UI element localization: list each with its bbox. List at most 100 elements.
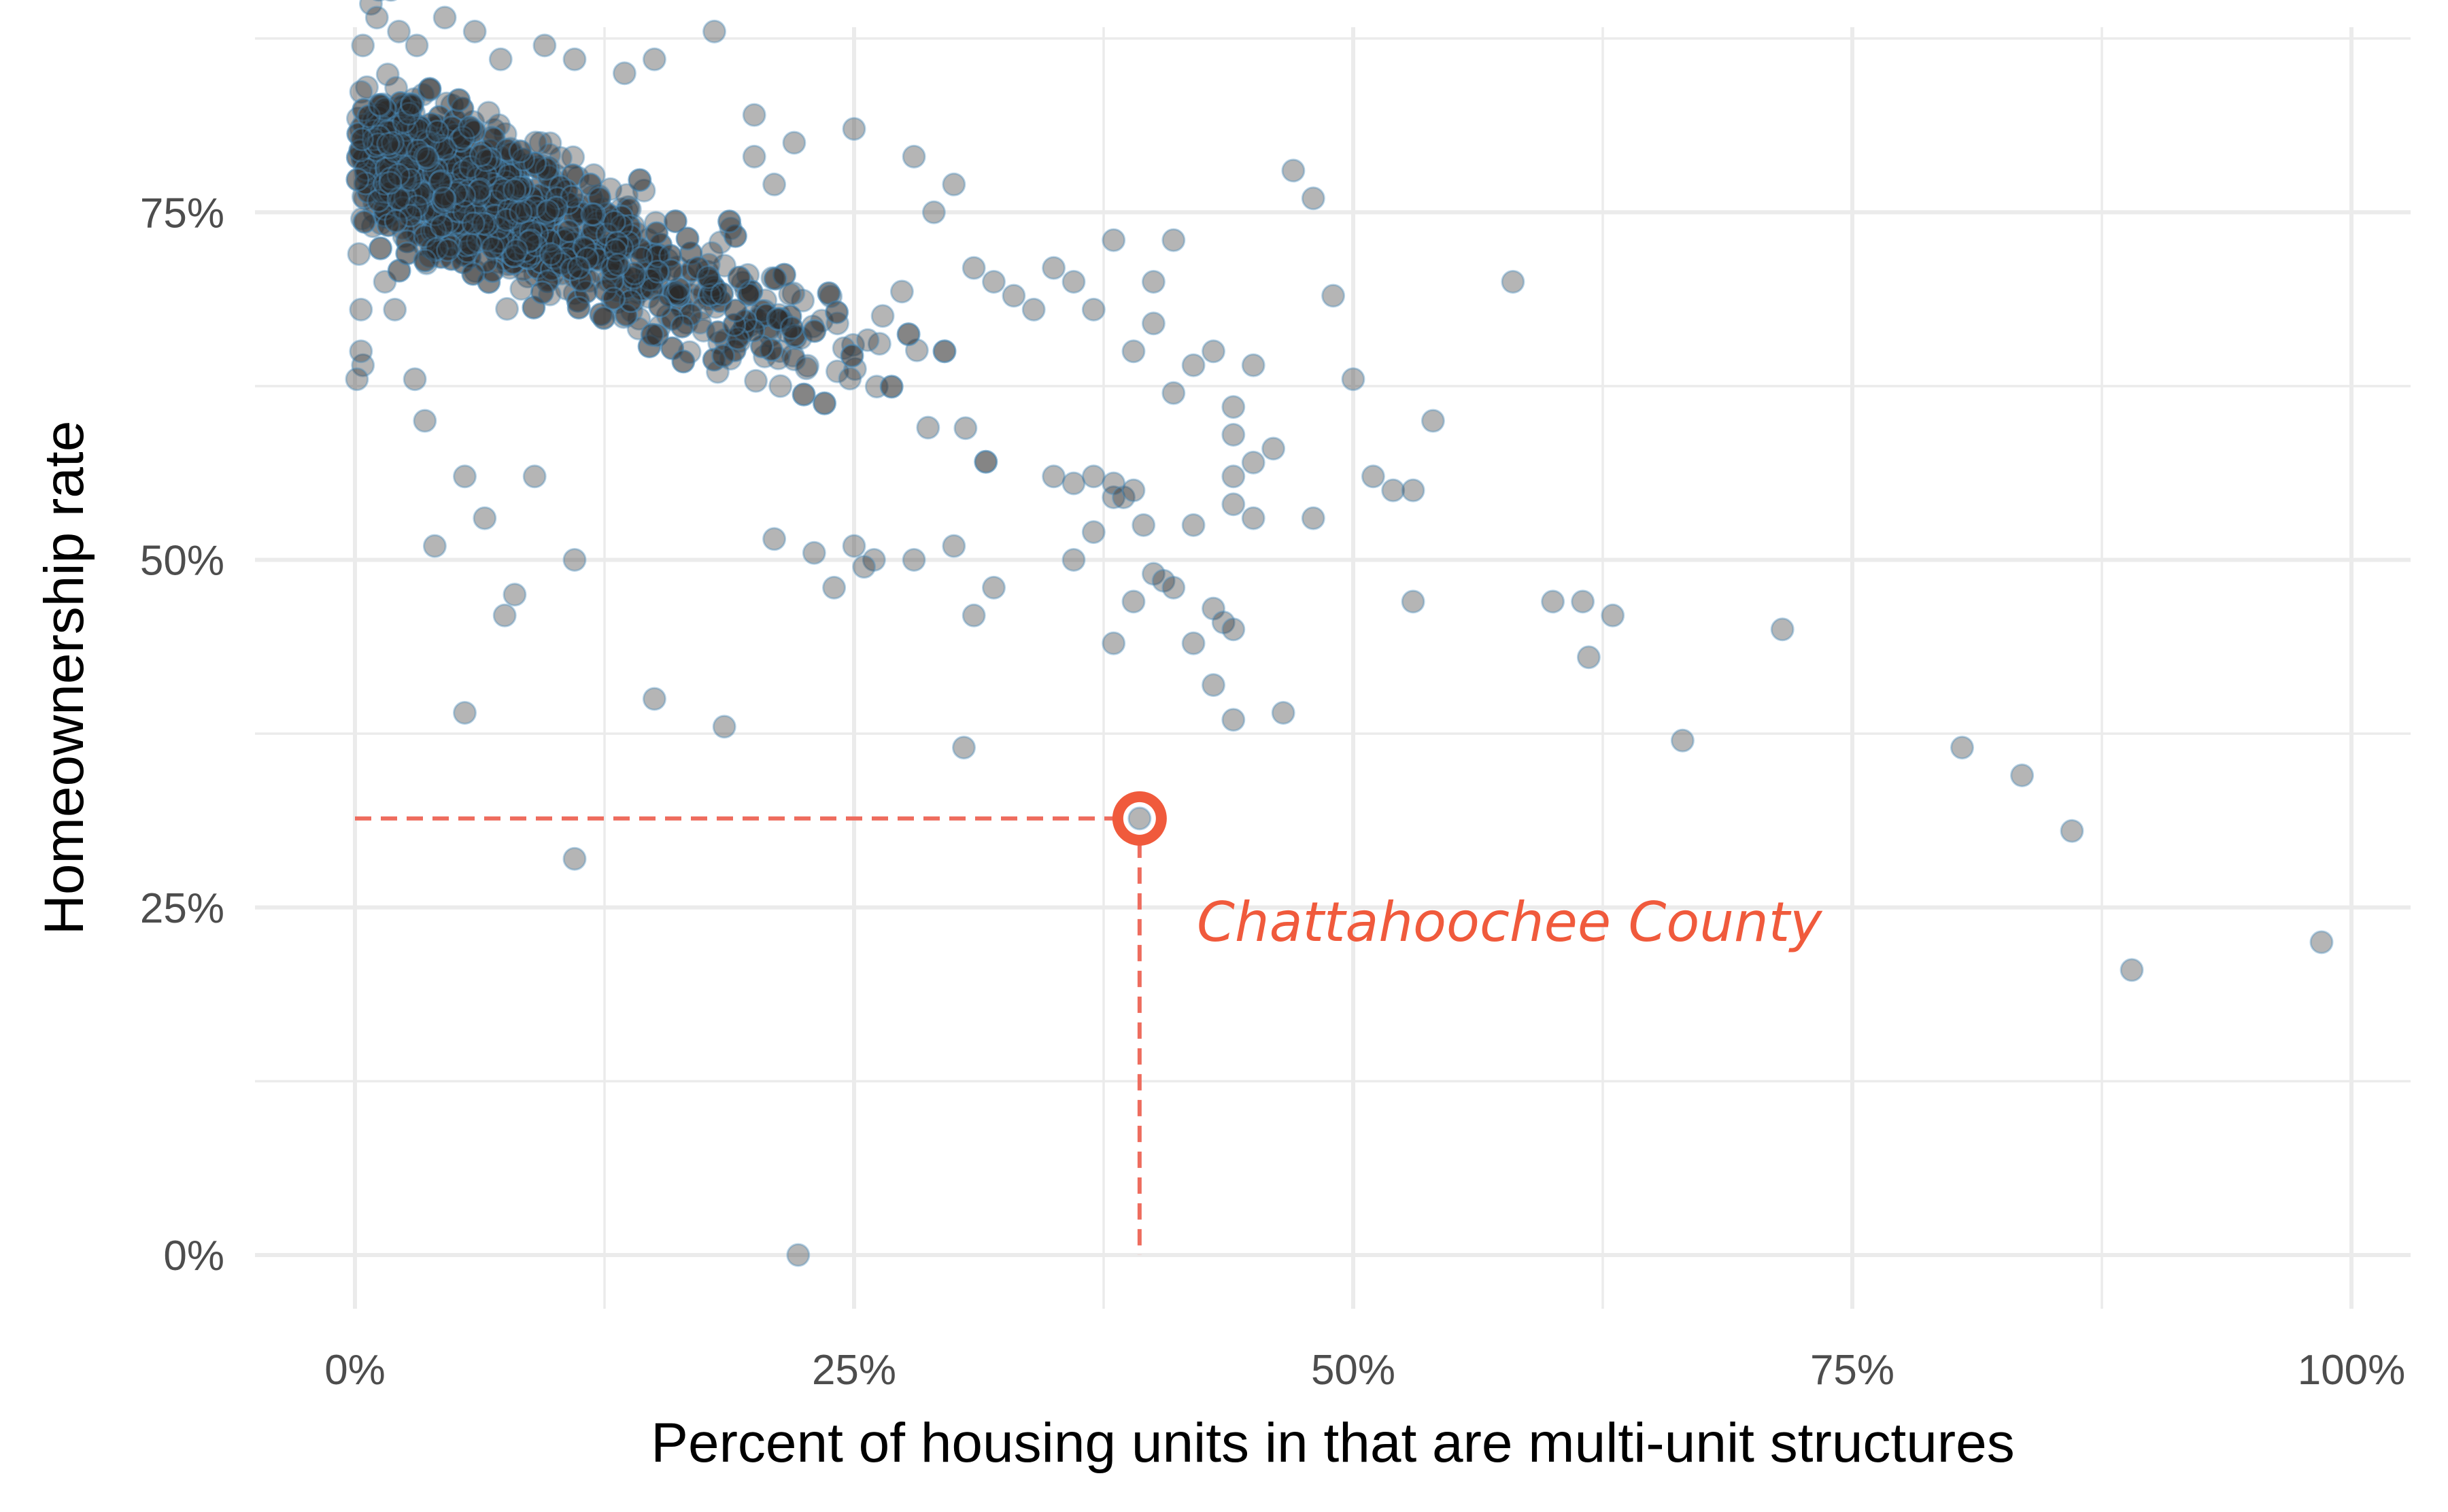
data-point [412, 151, 437, 175]
data-point [425, 228, 449, 253]
data-point [602, 245, 626, 269]
data-point [477, 138, 502, 162]
data-point [481, 192, 505, 217]
data-point [647, 260, 672, 284]
data-point [386, 156, 410, 181]
data-point [554, 247, 579, 271]
data-point [499, 172, 524, 196]
data-point [580, 202, 605, 226]
data-point [1081, 297, 1106, 322]
data-point [425, 128, 449, 152]
data-point [411, 198, 436, 222]
data-point [375, 154, 400, 178]
data-point [1061, 270, 1086, 294]
data-point [418, 161, 443, 186]
data-point [840, 343, 864, 368]
data-point [551, 228, 576, 252]
data-point [380, 126, 405, 151]
data-point [369, 236, 392, 260]
data-point [637, 267, 662, 292]
data-point [660, 336, 685, 360]
data-point [696, 265, 721, 290]
data-point [730, 271, 755, 295]
data-point [932, 339, 957, 364]
data-point [380, 131, 405, 155]
data-point [697, 267, 721, 292]
data-point [435, 203, 459, 228]
data-point [481, 156, 506, 180]
data-point [405, 220, 430, 244]
data-point [500, 196, 524, 220]
data-point [393, 162, 418, 186]
data-point [407, 182, 431, 207]
data-point [543, 250, 567, 274]
data-point [401, 173, 426, 198]
data-point [508, 139, 532, 164]
data-point [402, 176, 426, 201]
data-point [401, 119, 425, 143]
data-point [398, 105, 422, 129]
data-point [575, 246, 600, 271]
data-point [562, 204, 586, 228]
data-point [378, 180, 402, 205]
data-point [441, 125, 466, 150]
data-point [443, 145, 467, 169]
data-point [411, 177, 436, 202]
data-point [415, 145, 439, 169]
data-point [500, 141, 524, 165]
data-point [467, 184, 492, 208]
data-point [744, 368, 768, 393]
data-point [521, 230, 545, 254]
data-point [463, 183, 488, 207]
data-point [371, 117, 395, 141]
data-point [932, 339, 957, 364]
data-point [600, 289, 624, 313]
data-point [896, 322, 921, 347]
data-point [616, 230, 641, 255]
data-point [526, 188, 550, 213]
data-point [517, 154, 542, 178]
data-point [585, 247, 609, 271]
data-point [722, 338, 747, 362]
data-point [607, 217, 632, 241]
data-point [503, 230, 528, 255]
data-point [852, 555, 877, 579]
data-point [750, 334, 774, 359]
data-point [392, 124, 417, 149]
data-point [466, 179, 490, 204]
data-point [562, 548, 587, 572]
data-point [493, 210, 517, 235]
data-point [432, 187, 456, 211]
data-point [404, 128, 428, 152]
data-point [566, 296, 591, 320]
data-point [507, 178, 531, 202]
data-point [514, 245, 539, 269]
data-point [507, 175, 532, 200]
data-point [367, 124, 392, 149]
data-point [683, 288, 707, 312]
data-point [581, 218, 605, 242]
data-point [466, 165, 490, 190]
data-point [374, 99, 398, 123]
data-point [371, 133, 395, 158]
data-point [481, 172, 506, 196]
data-point [373, 138, 398, 162]
data-point [409, 142, 433, 167]
data-point [396, 92, 420, 116]
data-point [543, 246, 568, 271]
data-point [766, 303, 791, 327]
data-point [636, 285, 661, 309]
data-point [367, 172, 391, 196]
data-point [577, 269, 602, 293]
data-point [408, 198, 432, 222]
data-point [409, 127, 434, 152]
data-point [670, 314, 694, 339]
data-point [407, 114, 432, 139]
data-point [590, 241, 615, 265]
data-point [432, 186, 456, 210]
data-point [390, 133, 413, 156]
data-point [379, 127, 403, 152]
data-point [778, 305, 802, 328]
data-point [487, 113, 511, 137]
data-point [532, 211, 556, 235]
